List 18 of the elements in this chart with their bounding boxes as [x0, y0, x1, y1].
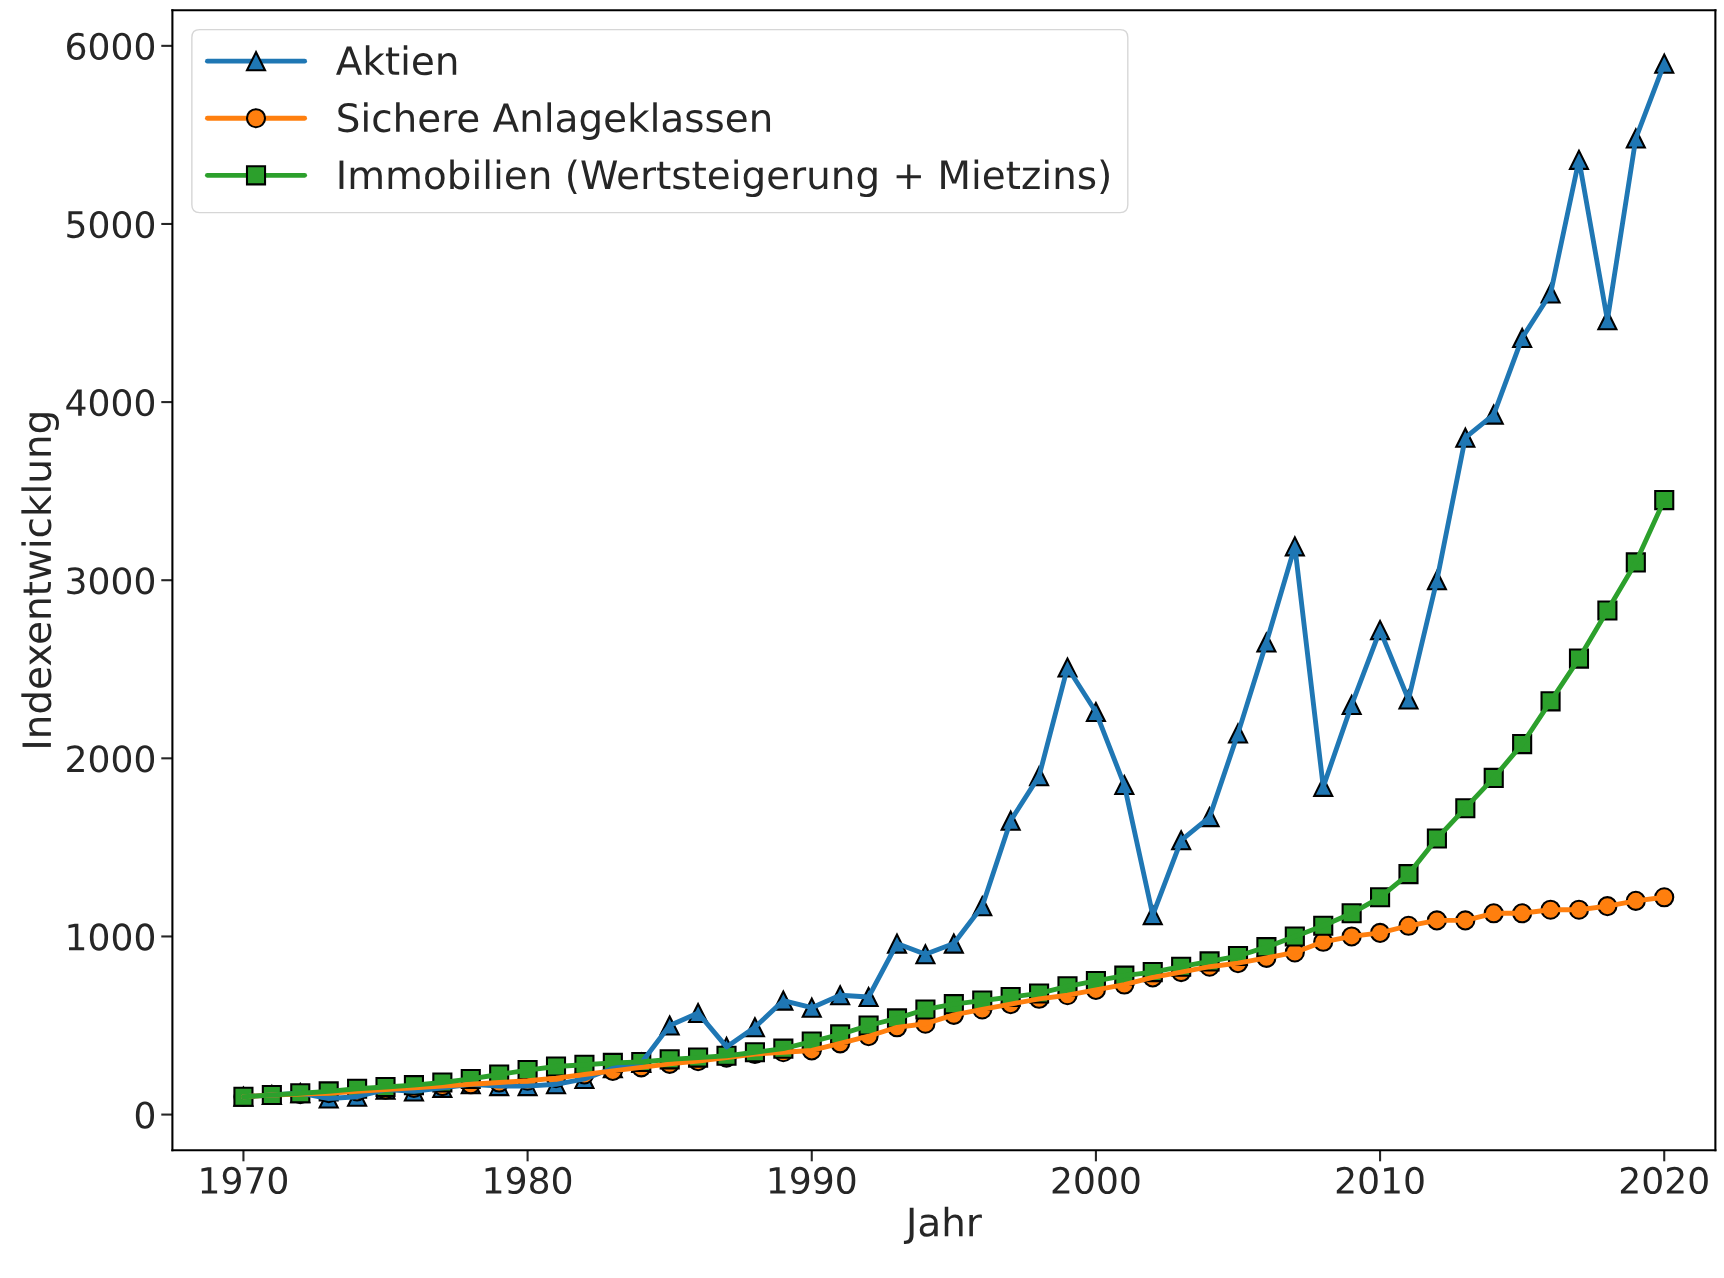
legend-label: Sichere Anlageklassen [338, 102, 771, 140]
x-tick-label: 1980 [485, 1166, 572, 1195]
x-tick-label: 2010 [1336, 1166, 1424, 1195]
y-axis-title: Indexentwicklung [21, 413, 59, 747]
x-tick-label: 2020 [1620, 1166, 1708, 1195]
y-tick-label: 1000 [68, 923, 155, 951]
y-tick-label: 0 [135, 1101, 155, 1129]
x-tick-label: 2000 [1052, 1166, 1140, 1195]
y-tick-label: 6000 [67, 32, 155, 61]
y-tick-label: 3000 [67, 567, 155, 595]
x-axis-title: Jahr [903, 1206, 982, 1245]
x-tick-label: 1990 [769, 1166, 856, 1195]
y-tick-label: 5000 [67, 210, 155, 239]
legend-label: Aktien [336, 45, 457, 76]
y-tick-label: 2000 [67, 745, 155, 773]
legend-label: Immobilien (Wertsteigerung + Mietzins) [339, 159, 1109, 198]
x-tick-label: 1970 [201, 1166, 287, 1195]
y-tick-label: 4000 [66, 389, 155, 417]
